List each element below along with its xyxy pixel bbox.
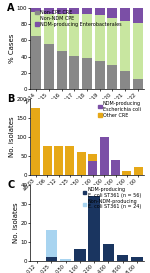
Legend: Non-CPE CRE, Non-NDM CPE, NDM-producing Enterobacterales: Non-CPE CRE, Non-NDM CPE, NDM-producing … xyxy=(35,10,122,27)
Bar xyxy=(107,8,117,18)
Text: A: A xyxy=(7,3,15,13)
Bar xyxy=(65,146,74,175)
Bar xyxy=(69,8,79,14)
Y-axis label: No. isolates: No. isolates xyxy=(9,117,15,157)
Bar xyxy=(95,61,105,89)
Bar xyxy=(46,230,57,261)
Bar xyxy=(133,8,143,23)
Bar xyxy=(111,159,120,175)
Bar xyxy=(95,8,105,16)
Y-axis label: % Cases: % Cases xyxy=(9,34,15,63)
Legend: NDM-producing
E. coli ST361 (n = 56), Non-NDM-producing
E. coli ST361 (n = 24): NDM-producing E. coli ST361 (n = 56), No… xyxy=(82,186,142,210)
Bar xyxy=(103,244,114,261)
Bar xyxy=(74,249,86,261)
Bar xyxy=(54,146,63,175)
Bar xyxy=(134,167,143,175)
Bar xyxy=(107,65,117,89)
Bar xyxy=(120,21,130,71)
Bar xyxy=(46,257,57,261)
Bar xyxy=(31,8,41,12)
X-axis label: MIC to cefiderocol, mg/L: MIC to cefiderocol, mg/L xyxy=(54,193,120,198)
Bar xyxy=(44,44,54,89)
Bar xyxy=(60,259,71,261)
Bar xyxy=(82,58,92,89)
Bar xyxy=(82,14,92,58)
Bar xyxy=(88,161,97,175)
Bar xyxy=(120,71,130,89)
Bar xyxy=(111,159,120,175)
Text: B: B xyxy=(7,94,15,104)
Bar xyxy=(88,196,100,261)
Bar xyxy=(31,12,41,36)
Y-axis label: No. isolates: No. isolates xyxy=(13,203,19,243)
Bar xyxy=(43,146,52,175)
Bar xyxy=(44,8,54,14)
Bar xyxy=(100,137,109,175)
Text: C: C xyxy=(7,180,14,190)
Bar xyxy=(69,56,79,89)
Bar xyxy=(88,154,97,175)
Bar xyxy=(117,255,128,261)
Bar xyxy=(133,79,143,89)
Bar xyxy=(77,152,86,175)
Legend: NDM-producing
Escherichia coli, Other CRE: NDM-producing Escherichia coli, Other CR… xyxy=(98,100,142,118)
Bar xyxy=(57,8,67,14)
Bar xyxy=(31,108,40,175)
Bar xyxy=(31,36,41,89)
Bar xyxy=(57,14,67,51)
Bar xyxy=(131,257,143,261)
Bar xyxy=(69,14,79,56)
Bar xyxy=(95,16,105,61)
Bar xyxy=(74,257,86,261)
Bar xyxy=(82,8,92,14)
Bar xyxy=(120,8,130,21)
Bar xyxy=(133,23,143,79)
Bar xyxy=(44,14,54,44)
Bar xyxy=(122,171,131,175)
Bar xyxy=(107,18,117,65)
Bar xyxy=(57,51,67,89)
